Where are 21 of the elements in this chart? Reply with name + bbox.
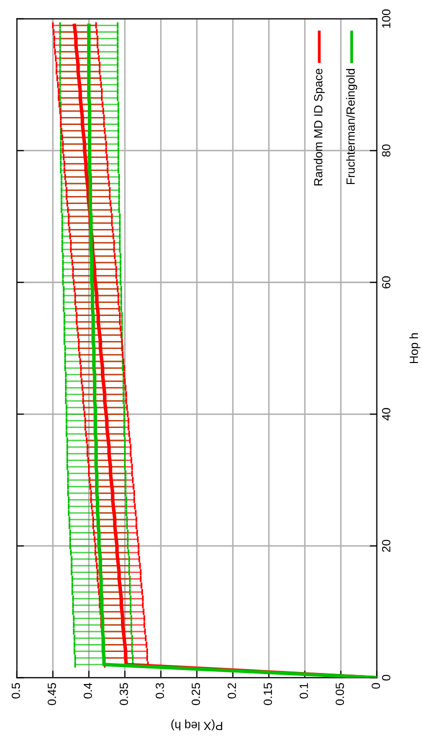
y-axis-title: Hop h [409, 333, 420, 364]
text: Fruchterman/Reingold [346, 68, 358, 184]
x-tick-label: 0.2 [228, 683, 236, 699]
x-tick-label: 0.45 [48, 683, 56, 706]
x-tick-label: 0.15 [264, 683, 272, 706]
y-tick-label: 80 [382, 144, 390, 157]
x-tick-label: 0.35 [120, 683, 128, 706]
x-axis-title: P(X leq h) [171, 719, 222, 730]
y-tick-label: 20 [382, 540, 390, 552]
text: Random MD ID Space [314, 68, 325, 186]
y-tick-label: 60 [382, 276, 390, 288]
x-tick-label: 0.5 [12, 683, 20, 699]
x-tick-label: 0.4 [84, 682, 92, 699]
x-tick-label: 0 [372, 683, 380, 689]
y-tick-label: 0 [382, 674, 390, 681]
y-tick-label: 100 [382, 9, 390, 28]
x-tick-label: 0.25 [192, 683, 200, 706]
x-tick-label: 0.1 [300, 683, 308, 699]
x-tick-label: 0.3 [156, 683, 164, 699]
y-tick-label: 40 [382, 408, 390, 420]
x-tick-label: 0.05 [336, 683, 344, 706]
